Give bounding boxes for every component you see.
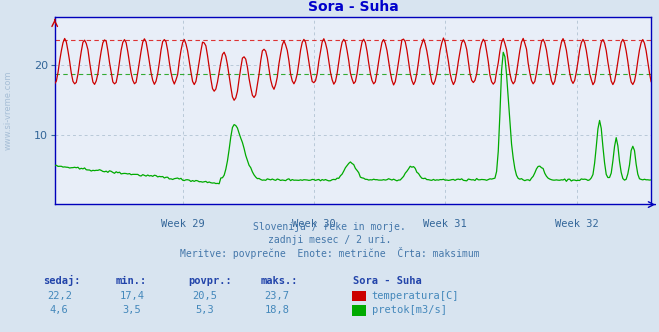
Text: Sora - Suha: Sora - Suha [353, 276, 421, 286]
Text: min.:: min.: [115, 276, 146, 286]
Text: temperatura[C]: temperatura[C] [372, 291, 459, 301]
Text: zadnji mesec / 2 uri.: zadnji mesec / 2 uri. [268, 235, 391, 245]
Text: 17,4: 17,4 [119, 291, 144, 301]
Text: Slovenija / reke in morje.: Slovenija / reke in morje. [253, 222, 406, 232]
Text: 3,5: 3,5 [123, 305, 141, 315]
Text: povpr.:: povpr.: [188, 276, 231, 286]
Text: 4,6: 4,6 [50, 305, 69, 315]
Text: 18,8: 18,8 [264, 305, 289, 315]
Text: pretok[m3/s]: pretok[m3/s] [372, 305, 447, 315]
Text: Week 30: Week 30 [292, 219, 336, 229]
Title: Sora - Suha: Sora - Suha [308, 0, 398, 14]
Text: 22,2: 22,2 [47, 291, 72, 301]
Text: sedaj:: sedaj: [43, 275, 80, 286]
Text: Week 29: Week 29 [161, 219, 205, 229]
Text: Week 32: Week 32 [555, 219, 598, 229]
Text: Meritve: povprečne  Enote: metrične  Črta: maksimum: Meritve: povprečne Enote: metrične Črta:… [180, 247, 479, 259]
Text: 23,7: 23,7 [264, 291, 289, 301]
Text: 20,5: 20,5 [192, 291, 217, 301]
Text: 5,3: 5,3 [195, 305, 214, 315]
Text: www.si-vreme.com: www.si-vreme.com [4, 71, 13, 150]
Text: Week 31: Week 31 [424, 219, 467, 229]
Text: maks.:: maks.: [260, 276, 298, 286]
